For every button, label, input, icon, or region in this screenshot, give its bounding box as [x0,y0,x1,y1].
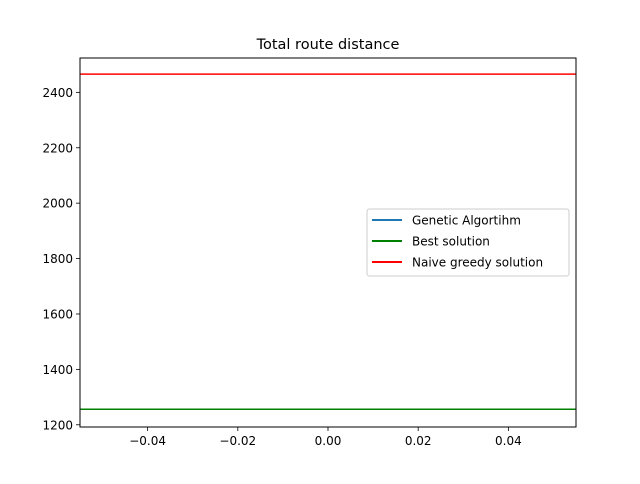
series-layer [80,73,576,411]
y-tick-label: 2000 [42,197,73,211]
legend-frame [366,208,570,277]
legend-items: Genetic Algortihm Best solution Naive gree… [372,214,543,270]
legend: Genetic Algortihm Best solution Naive gree… [366,208,570,277]
y-tick-label: 1400 [42,363,73,377]
y-tick-label: 1800 [42,252,73,266]
y-tick-label: 2200 [42,141,73,155]
x-axis: −0.04 −0.02 0.00 0.02 0.04 [129,427,522,448]
x-tick-label: 0.02 [405,434,432,448]
x-tick-label: 0.04 [495,434,522,448]
legend-label: Naive greedy solution [412,256,543,270]
y-tick-label: 1200 [42,418,73,432]
legend-label: Genetic Algortihm [412,214,521,228]
y-tick-label: 2400 [42,86,73,100]
y-tick-label: 1600 [42,307,73,321]
x-tick-label: −0.02 [219,434,256,448]
x-tick-label: 0.00 [315,434,342,448]
y-axis: 1200 1400 1600 1800 2000 2200 2400 [42,86,80,432]
legend-label: Best solution [412,235,490,249]
chart-title: Total route distance [256,37,400,53]
x-tick-label: −0.04 [129,434,166,448]
